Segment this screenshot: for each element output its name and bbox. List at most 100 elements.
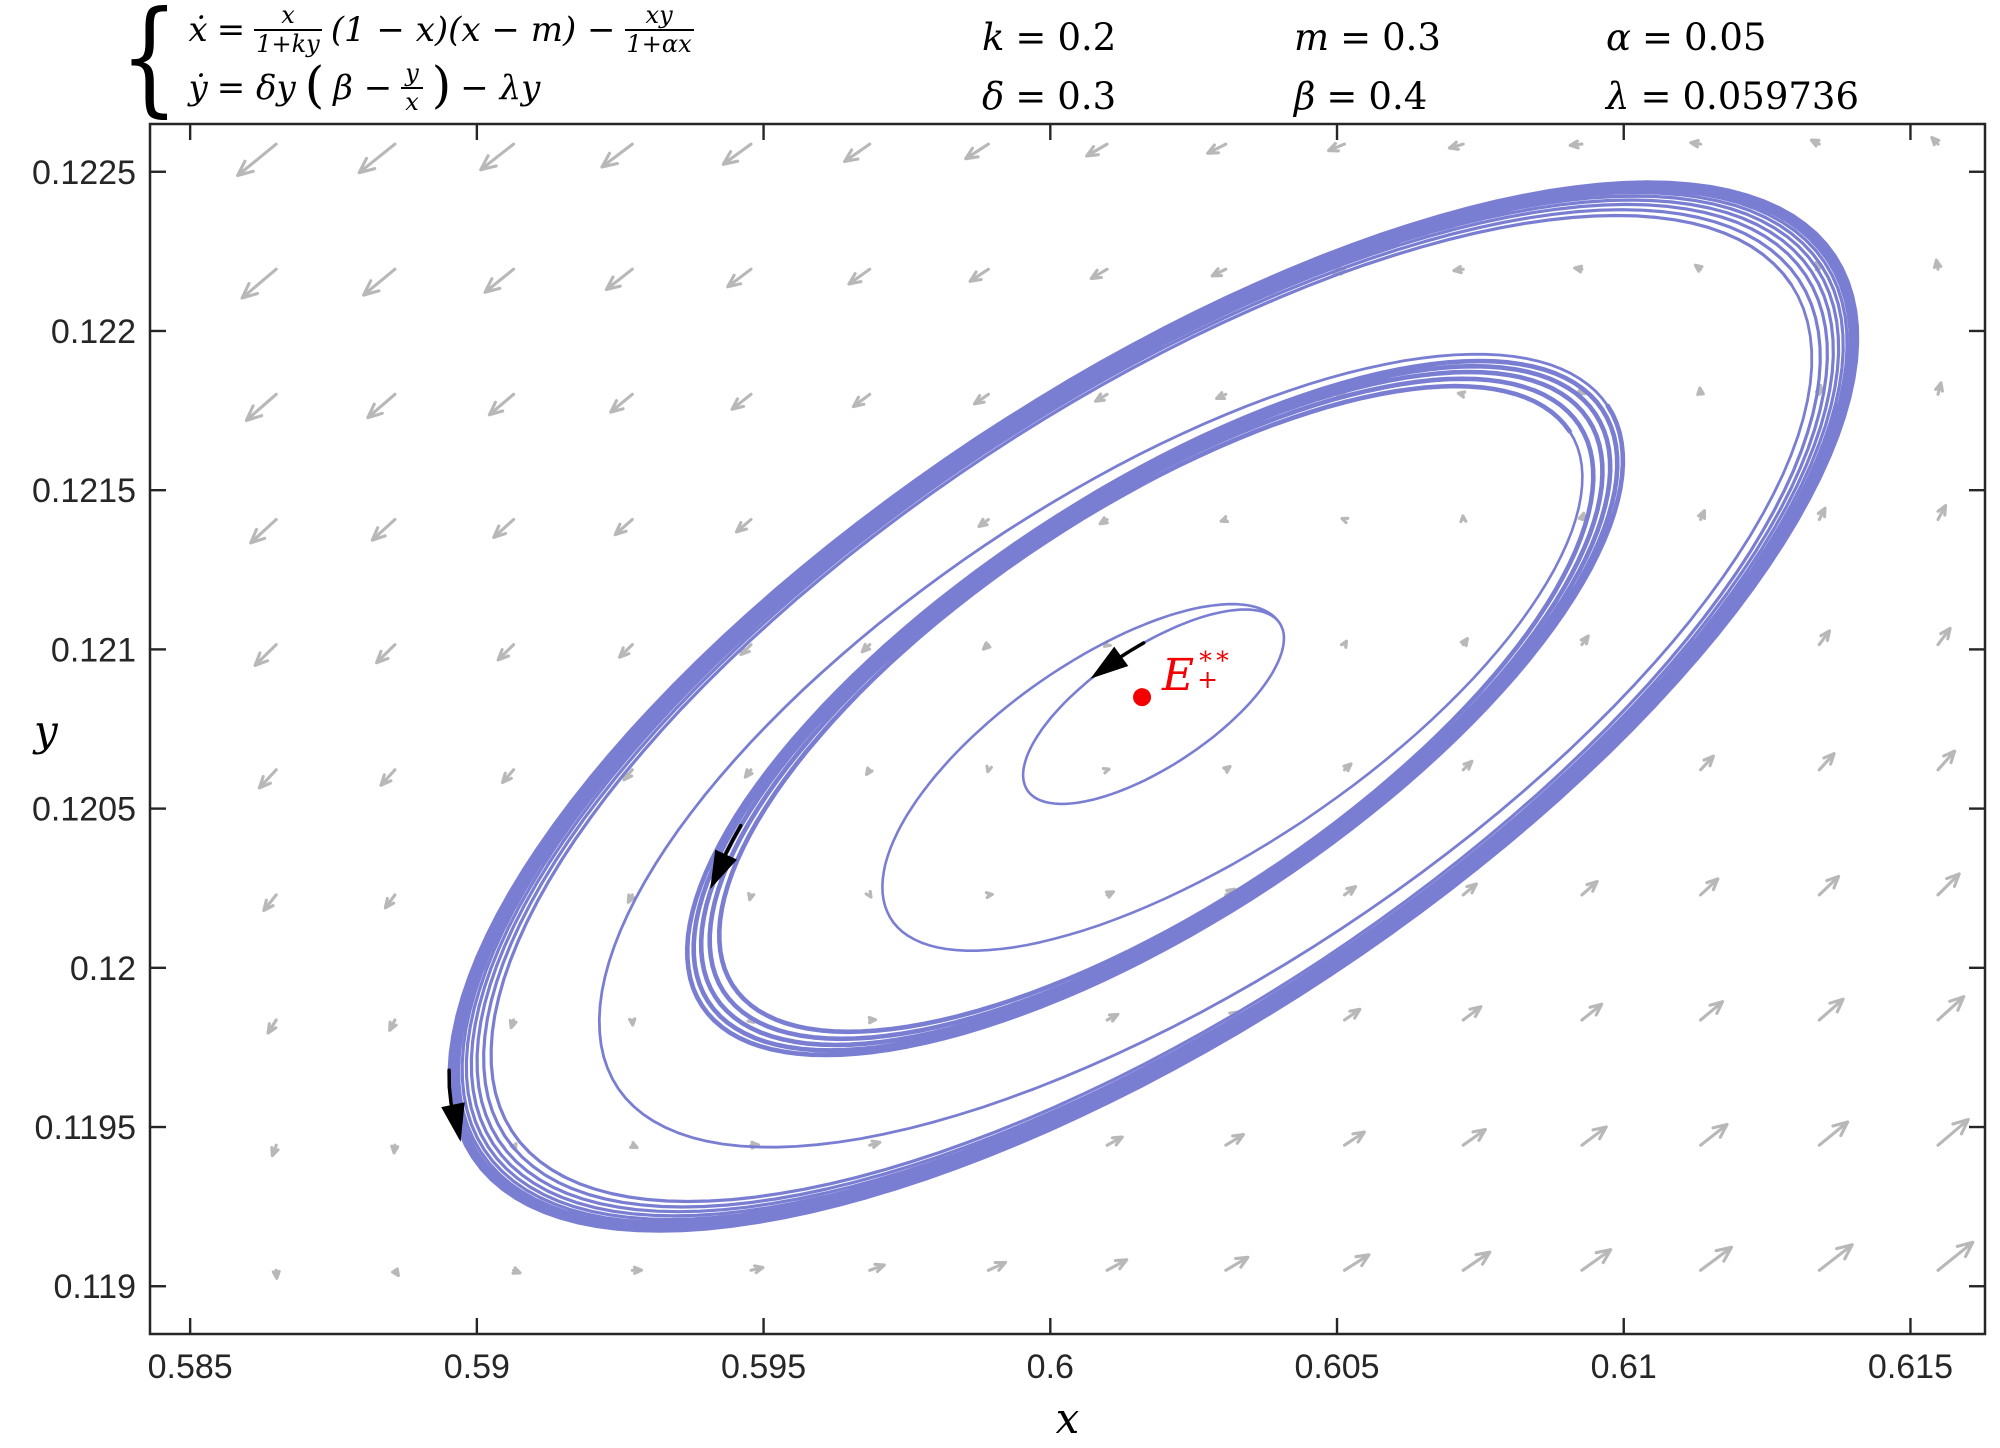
- parameter-α: α = 0.05: [1606, 16, 1767, 59]
- quiver-arrow: [270, 1143, 280, 1158]
- y-tick-label: 0.12: [70, 950, 136, 988]
- quiver-arrow: [1936, 1240, 1975, 1272]
- quiver-arrow: [262, 893, 278, 913]
- x-tick-label: 0.61: [1591, 1348, 1657, 1386]
- parameter-k: k = 0.2: [982, 16, 1117, 59]
- quiver-arrow: [1459, 637, 1469, 648]
- quiver-arrow: [600, 142, 634, 169]
- parameter-list: k = 0.2 m = 0.3 α = 0.05 δ = 0.3 β = 0.4 λ = 0.059736: [982, 16, 1859, 118]
- eq1-rel: =: [216, 9, 246, 50]
- y-axis-label: y: [34, 706, 58, 755]
- eq2-rel: = δy: [216, 67, 296, 108]
- eq2-frac-num: y: [401, 59, 423, 89]
- quiver-arrow: [843, 142, 872, 164]
- quiver-arrow: [743, 768, 754, 779]
- quiver-arrow: [375, 643, 397, 665]
- quiver-arrow: [1342, 1253, 1371, 1272]
- quiver-arrow: [847, 267, 872, 286]
- quiver-arrow: [236, 142, 278, 178]
- quiver-arrow: [1224, 1255, 1250, 1272]
- quiver-arrow: [1699, 877, 1720, 897]
- quiver-arrow: [390, 1143, 400, 1155]
- quiver-arrow: [1936, 626, 1952, 647]
- quiver-arrow: [1817, 629, 1832, 647]
- eq1-frac2-num: xy: [624, 2, 694, 31]
- quiver-arrow: [366, 392, 397, 420]
- quiver-arrow: [986, 1260, 1008, 1272]
- quiver-arrow: [1461, 1127, 1487, 1147]
- quiver-arrow: [1817, 1243, 1854, 1272]
- quiver-arrow: [266, 1018, 278, 1035]
- quiver-arrow: [1327, 141, 1347, 153]
- quiver-arrow: [244, 392, 278, 422]
- y-tick-label: 0.121: [51, 631, 136, 669]
- quiver-arrow: [1568, 139, 1584, 150]
- eq1-lhs: ẋ: [188, 9, 208, 50]
- quiver-arrow: [1817, 752, 1836, 772]
- trajectory-spiral: [447, 180, 1860, 1233]
- x-tick-label: 0.6: [1027, 1348, 1074, 1386]
- y-tick-label: 0.1195: [35, 1109, 136, 1147]
- quiver-arrow: [271, 1268, 281, 1280]
- equilibrium-point: [1133, 688, 1152, 707]
- quiver-arrow: [1459, 514, 1468, 524]
- quiver-arrow: [1089, 267, 1109, 281]
- quiver-arrow: [1699, 1000, 1725, 1022]
- quiver-arrow: [379, 768, 397, 787]
- quiver-arrow: [1447, 140, 1465, 151]
- quiver-arrow: [628, 1017, 637, 1027]
- quiver-arrow: [1699, 1122, 1729, 1147]
- quiver-arrow: [1936, 872, 1961, 897]
- quiver-arrow: [1461, 759, 1474, 772]
- quiver-arrow: [1452, 264, 1465, 275]
- quiver-arrow: [1696, 386, 1705, 397]
- quiver-arrow: [1206, 142, 1228, 155]
- direction-arrows: [441, 641, 1146, 1142]
- quiver-arrow: [726, 267, 753, 289]
- quiver-arrow: [1930, 135, 1941, 147]
- eq2-frac-den: x: [405, 87, 419, 116]
- quiver-arrow: [630, 1265, 644, 1275]
- quiver-arrow: [1689, 138, 1703, 149]
- equation-xdot: ẋ = x 1+ky (1 − x)(x − m) − xy 1+αx: [189, 2, 694, 58]
- quiver-arrow: [240, 267, 278, 300]
- quiver-arrow: [984, 891, 994, 900]
- quiver-arrow: [749, 1264, 765, 1275]
- quiver-arrow: [479, 142, 516, 172]
- quiver-arrow: [1817, 874, 1841, 897]
- quiver-arrow: [1461, 1005, 1483, 1022]
- equilibrium-label-sub: +: [1197, 664, 1219, 694]
- equilibrium-label-scripts: ∗∗ +: [1197, 641, 1232, 694]
- quiver-arrow: [1817, 1120, 1850, 1147]
- y-tick-label: 0.1205: [32, 791, 136, 829]
- equation-ydot: ẏ = δy ( β − y x ) − λy: [189, 59, 694, 116]
- curly-brace: {: [120, 0, 179, 130]
- quiver-arrow: [1699, 1245, 1734, 1272]
- quiver-arrow: [1342, 1007, 1362, 1022]
- y-tick-label: 0.119: [53, 1268, 136, 1306]
- quiver-arrow: [1098, 516, 1109, 526]
- quiver-arrow: [609, 392, 634, 414]
- x-tick-label: 0.59: [444, 1348, 510, 1386]
- eq1-fraction-1: x 1+ky: [254, 2, 322, 58]
- quiver-arrow: [730, 392, 753, 411]
- quiver-arrow: [604, 267, 634, 292]
- quiver-arrow: [1936, 1117, 1970, 1147]
- equation-lines: ẋ = x 1+ky (1 − x)(x − m) − xy 1+αx ẏ = …: [189, 2, 694, 116]
- y-tick-label: 0.1215: [32, 472, 136, 510]
- eq2-tail: − λy: [460, 67, 541, 108]
- quiver-arrow: [865, 766, 874, 776]
- equilibrium-label: E ∗∗ +: [1162, 643, 1231, 701]
- quiver-arrow: [1105, 1012, 1120, 1023]
- eq1-middle: (1 − x)(x − m) −: [330, 9, 616, 50]
- trajectory-spiral: [685, 358, 1626, 1058]
- axes: 0.585 0.59 0.595 0.6 0.605 0.61 0.615 0.119 0.11…: [32, 122, 1987, 1386]
- quiver-arrow: [1456, 390, 1467, 399]
- quiver-arrow: [391, 1267, 400, 1278]
- quiver-arrow: [249, 517, 278, 545]
- quiver-arrow: [492, 517, 516, 539]
- equilibrium-label-sup: ∗∗: [1197, 641, 1232, 670]
- quiver-arrow: [370, 517, 397, 542]
- quiver-arrow: [1339, 639, 1349, 649]
- quiver-arrow: [1104, 890, 1115, 899]
